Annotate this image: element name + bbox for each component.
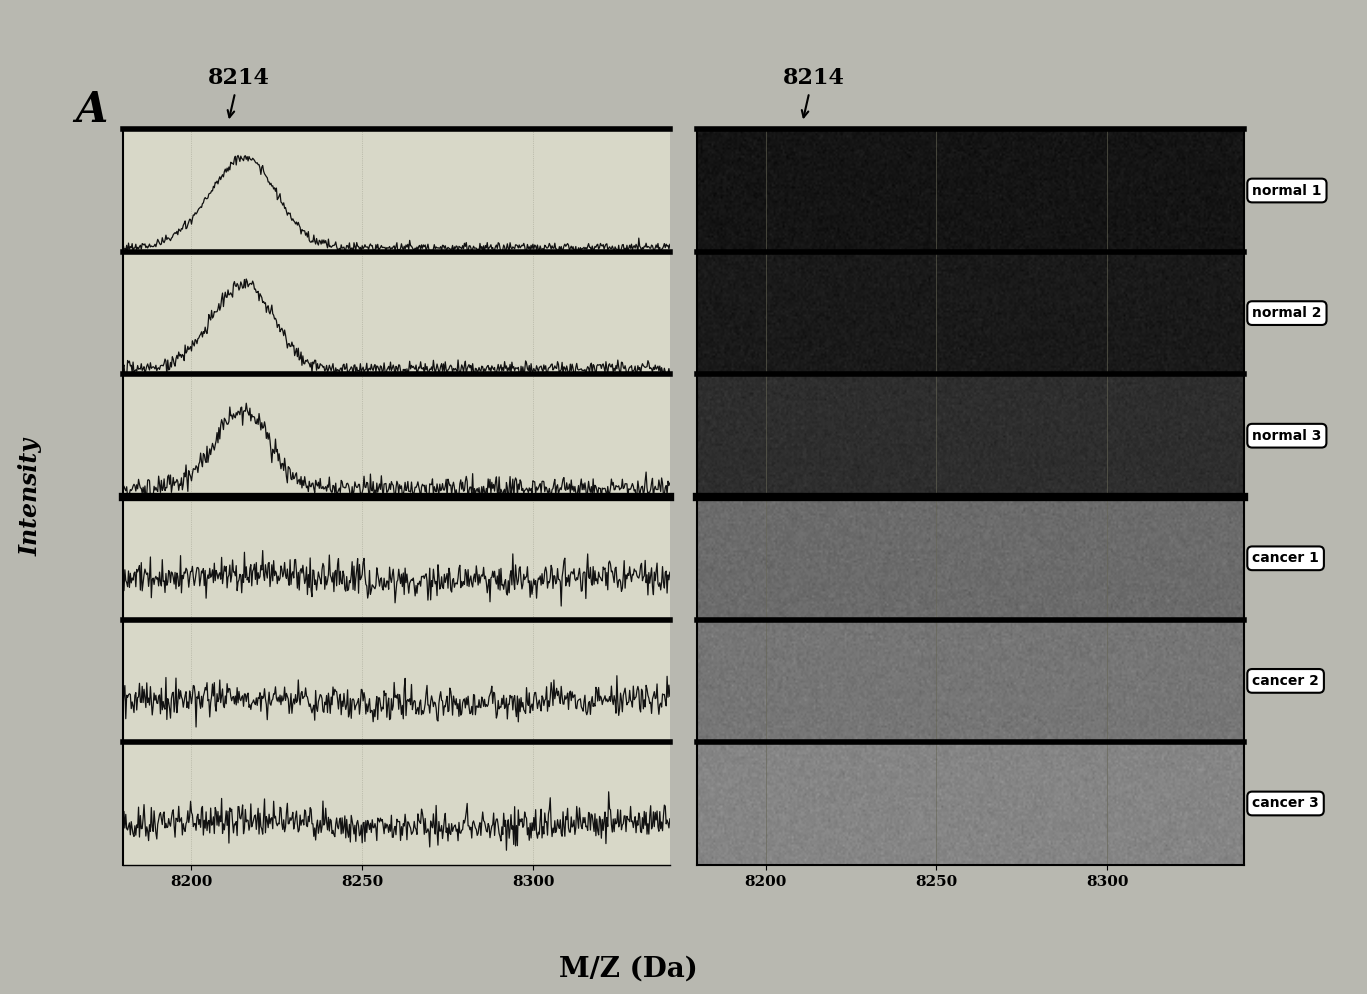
Text: 8214: 8214: [782, 68, 845, 89]
Text: cancer 2: cancer 2: [1252, 674, 1319, 688]
Text: cancer 1: cancer 1: [1252, 552, 1319, 566]
Text: A: A: [75, 89, 108, 131]
Text: normal 1: normal 1: [1252, 184, 1322, 198]
Text: 8214: 8214: [208, 68, 271, 89]
Text: M/Z (Da): M/Z (Da): [559, 955, 699, 983]
Text: Intensity: Intensity: [18, 438, 42, 556]
Text: normal 3: normal 3: [1252, 428, 1322, 442]
Text: cancer 3: cancer 3: [1252, 796, 1319, 810]
Text: normal 2: normal 2: [1252, 306, 1322, 320]
